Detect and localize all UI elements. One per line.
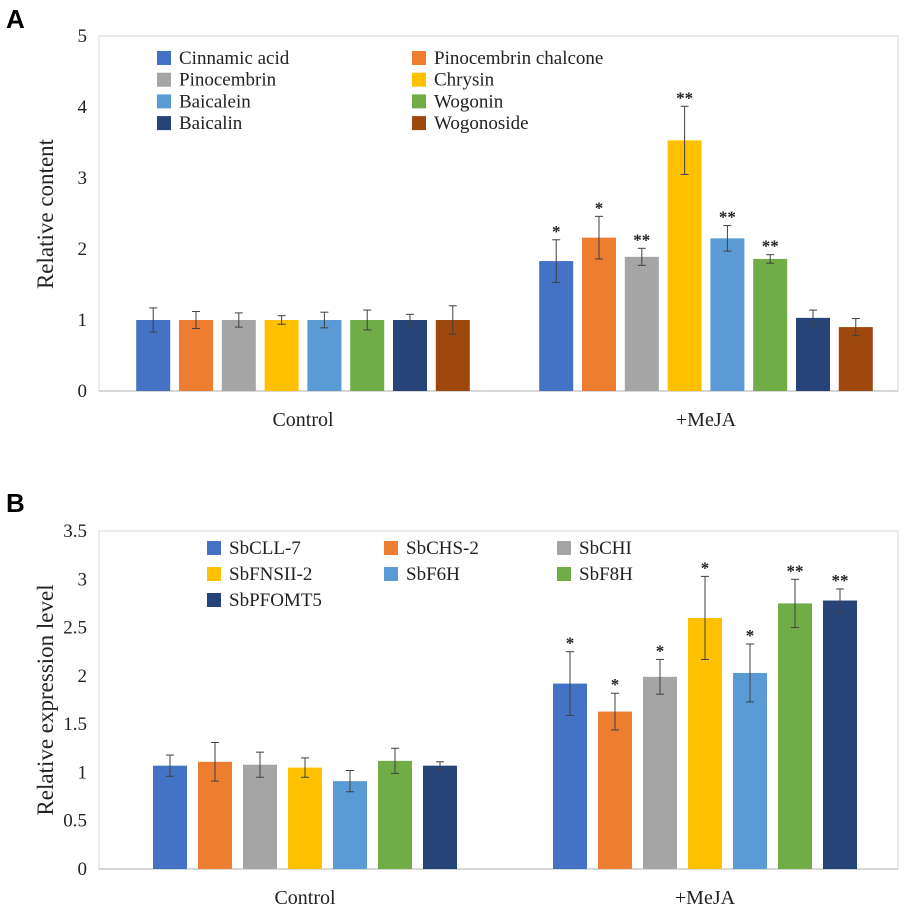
panel-b-significance-mark: * (656, 641, 665, 660)
panel-b-category-label: Control (274, 887, 336, 909)
panel-b-legend-swatch (557, 541, 571, 555)
panel-a-y-axis-label: Relative content (33, 138, 58, 289)
panel-b-y-tick-label: 2.5 (63, 618, 87, 639)
panel-b-bar (288, 767, 322, 869)
panel-a-y-tick-label: 0 (78, 381, 88, 402)
panel-a-legend-label: Baicalein (179, 91, 251, 112)
panel-a-y-tick-label: 2 (78, 239, 88, 260)
panel-a-significance-mark: * (595, 198, 604, 217)
panel-b-y-tick-label: 0 (78, 859, 88, 880)
panel-b-legend-label: SbCHS-2 (406, 538, 479, 559)
panel-b-category-label: +MeJA (675, 887, 736, 909)
panel-b-bar (778, 603, 812, 869)
panel-b-y-axis-label: Relative expression level (33, 584, 58, 815)
panel-a-bar (667, 140, 702, 391)
panel-a-legend-swatch (412, 116, 426, 131)
panel-a-bar (753, 258, 788, 391)
panel-a-bar (393, 320, 427, 391)
panel-a-y-tick-label: 3 (78, 168, 88, 189)
panel-b-y-tick-label: 3.5 (63, 521, 87, 542)
panel-a-y-tick-label: 4 (78, 97, 88, 118)
panel-a-bar (221, 320, 256, 391)
panel-b-bar (643, 676, 677, 869)
panel-a-significance-mark: ** (762, 237, 779, 256)
panel-b-significance-mark: ** (832, 571, 849, 590)
panel-a-legend-label: Cinnamic acid (179, 48, 290, 69)
panel-a-legend-label: Baicalin (179, 113, 243, 134)
panel-a-bar (582, 237, 616, 391)
panel-b-bar (423, 765, 457, 869)
panel-b-legend-swatch (384, 541, 398, 555)
panel-a-significance-mark: ** (633, 230, 650, 249)
panel-b-significance-mark: * (611, 675, 620, 694)
panel-a-y-tick-label: 5 (78, 26, 88, 47)
panel-b-bar (378, 760, 412, 869)
panel-a-legend-swatch (157, 116, 171, 131)
panel-a-bar (307, 320, 342, 391)
panel-b-y-tick-label: 0.5 (63, 811, 87, 832)
panel-b-bar (733, 672, 767, 869)
panel-a-bar (624, 256, 659, 391)
panel-b-bar (153, 765, 187, 869)
panel-a-significance-mark: ** (676, 88, 693, 107)
panel-a-legend-swatch (157, 72, 171, 87)
panel-b-significance-mark: ** (787, 561, 804, 580)
panel-b-legend-label: SbCLL-7 (229, 538, 301, 559)
panel-a-category-label: +MeJA (676, 409, 737, 431)
panel-a-bar (710, 238, 745, 391)
panel-a-significance-mark: ** (719, 208, 736, 227)
panel-b-legend-label: SbF8H (579, 564, 633, 585)
panel-b-legend-swatch (207, 567, 221, 581)
panel-b-bar (823, 600, 857, 869)
panel-b-legend-label: SbF6H (406, 564, 460, 585)
panel-a-legend-label: Wogonin (434, 91, 504, 112)
panel-a-legend-label: Chrysin (434, 70, 495, 91)
panel-a-bar (264, 320, 299, 391)
panel-b-bar (243, 764, 277, 869)
panel-b-letter: B (6, 488, 25, 518)
panel-b-significance-mark: * (701, 558, 710, 577)
panel-a-legend-label: Wogonoside (434, 113, 529, 134)
panel-b-significance-mark: * (566, 634, 575, 653)
panel-a-bar (179, 320, 213, 391)
panel-b-bar (333, 781, 367, 869)
panel-a-category-label: Control (272, 409, 334, 431)
panel-b-legend-swatch (384, 567, 398, 581)
panel-b-y-tick-label: 1.5 (63, 714, 87, 735)
panel-b-legend-label: SbCHI (579, 538, 632, 559)
panel-b-y-tick-label: 3 (78, 569, 88, 590)
panel-a-significance-mark: * (552, 222, 561, 241)
panel-a-bar (350, 320, 385, 391)
panel-a-bar (838, 327, 873, 391)
panel-a-y-tick-label: 1 (78, 310, 88, 331)
panel-b-legend-label: SbFNSII-2 (229, 564, 312, 585)
panel-a-legend-swatch (412, 72, 426, 87)
panel-b-legend-swatch (557, 567, 571, 581)
panel-b-significance-mark: * (746, 626, 755, 645)
panel-b-bar (598, 711, 632, 869)
panel-b-legend-swatch (207, 593, 221, 607)
panel-b-y-tick-label: 2 (78, 666, 88, 687)
panel-a-legend-swatch (157, 94, 171, 109)
panel-a-legend-swatch (157, 51, 171, 65)
panel-b-legend-swatch (207, 541, 221, 555)
panel-a-letter: A (6, 4, 25, 34)
panel-b-y-tick-label: 1 (78, 762, 88, 783)
panel-a-legend-label: Pinocembrin (179, 70, 277, 91)
panel-a-legend-label: Pinocembrin chalcone (434, 48, 603, 69)
panel-b-legend-label: SbPFOMT5 (229, 590, 322, 611)
panel-a-bar (796, 317, 830, 391)
panel-a-legend-swatch (412, 94, 426, 109)
panel-a-legend-swatch (412, 51, 426, 65)
